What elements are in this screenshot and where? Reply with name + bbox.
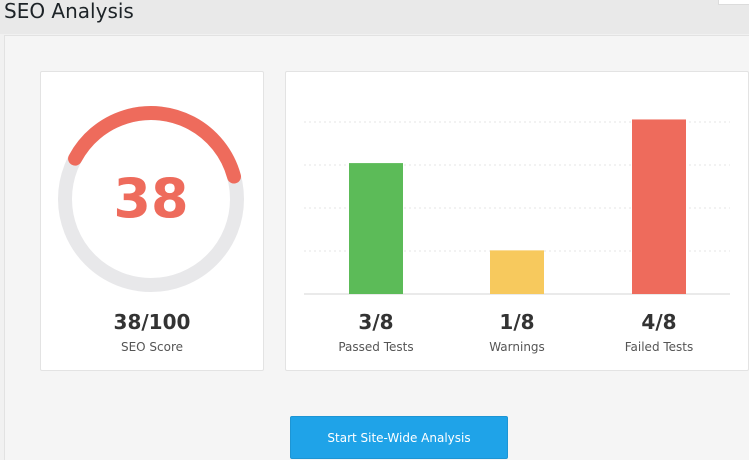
score-label: SEO Score <box>120 340 184 354</box>
warnings-value: 1/8 <box>499 310 535 334</box>
passed-tests-label: Passed Tests <box>338 340 414 354</box>
seo-score-card: 38 38/100 SEO Score <box>40 71 264 371</box>
gauge-arc <box>58 106 244 292</box>
tests-summary-card: 3/8 Passed Tests 1/8 Warnings 4/8 Failed… <box>285 71 749 371</box>
score-gauge <box>58 106 244 292</box>
page-title: SEO Analysis <box>4 0 134 23</box>
bar-warnings <box>490 250 544 294</box>
failed-tests-label: Failed Tests <box>624 340 694 354</box>
bar-failed-tests <box>632 119 686 294</box>
bar-passed-tests <box>349 163 403 294</box>
tests-bar-chart <box>304 119 730 295</box>
score-fraction: 38/100 <box>113 310 191 334</box>
passed-tests-value: 3/8 <box>358 310 394 334</box>
start-site-wide-analysis-button[interactable]: Start Site-Wide Analysis <box>290 416 508 459</box>
score-number: 38 <box>113 167 189 230</box>
failed-tests-value: 4/8 <box>641 310 677 334</box>
corner-box <box>718 0 749 5</box>
warnings-label: Warnings <box>489 340 545 354</box>
title-bar: SEO Analysis <box>0 0 749 34</box>
